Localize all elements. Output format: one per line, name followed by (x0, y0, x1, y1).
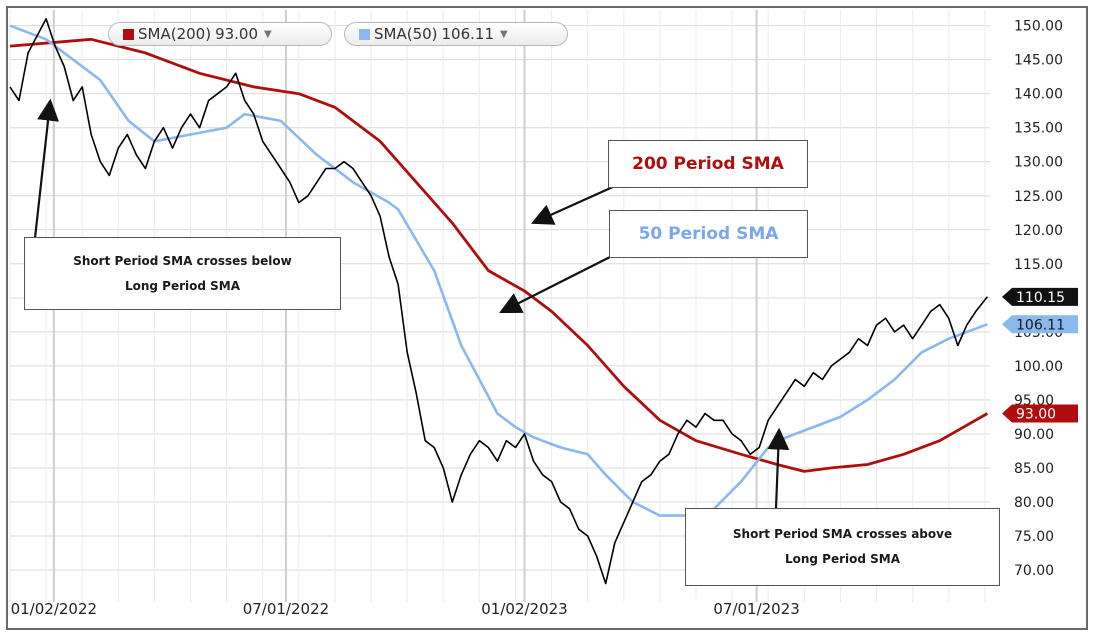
x-tick-label: 07/01/2022 (243, 600, 329, 618)
series-line-sma-50- (9, 24, 988, 517)
price-tag-last (1002, 287, 1078, 306)
arrow-50-sma (499, 255, 613, 313)
x-tick-label: 07/01/2023 (713, 600, 799, 618)
legend-sma50[interactable]: SMA(50) 106.11 ▼ (344, 22, 568, 46)
price-tags: 93.00 106.11 110.15 (1002, 287, 1078, 423)
sma50-swatch (359, 28, 370, 40)
x-axis: 01/02/2022 07/01/2022 01/02/2023 07/01/2023 (11, 600, 800, 618)
legend-sma50-label: SMA(50) (374, 25, 438, 43)
price-tag-sma200 (1002, 404, 1078, 423)
legend-sma200-label: SMA(200) (138, 25, 212, 43)
price-tag-sma50-label: 106.11 (1016, 317, 1065, 333)
series-layer (9, 17, 989, 585)
callout-cross-below: Short Period SMA crosses below Long Peri… (24, 237, 341, 310)
y-tick-label: 75.00 (1014, 529, 1054, 545)
y-tick-label: 130.00 (1014, 155, 1063, 171)
y-tick-label: 85.00 (1014, 461, 1054, 477)
y-tick-label: 70.00 (1014, 563, 1054, 579)
callout-cross-above: Short Period SMA crosses above Long Peri… (685, 508, 1000, 586)
label-50-period-sma: 50 Period SMA (609, 210, 808, 258)
callout-cross-below-line1: Short Period SMA crosses below (73, 253, 292, 268)
y-tick-label: 125.00 (1014, 189, 1063, 205)
callout-cross-above-line1: Short Period SMA crosses above (732, 527, 953, 541)
x-tick-label: 01/02/2023 (481, 600, 567, 618)
legend-sma200-value: 93.00 (215, 25, 259, 43)
arrow-cross-above (767, 427, 790, 509)
callout-cross-below-line2: Long Period SMA (124, 278, 241, 293)
label-200-period-sma: 200 Period SMA (608, 140, 808, 188)
legend-sma50-value: 106.11 (441, 25, 495, 43)
sma200-swatch (123, 28, 134, 40)
arrow-200-sma (530, 184, 616, 225)
price-tag-sma200-label: 93.00 (1016, 407, 1056, 423)
chevron-down-icon[interactable]: ▼ (264, 28, 272, 40)
price-tag-sma50 (1002, 315, 1078, 334)
arrow-cross-below (33, 98, 59, 239)
series-line-price (9, 17, 989, 585)
legend-sma200[interactable]: SMA(200) 93.00 ▼ (108, 22, 332, 46)
y-tick-label: 140.00 (1014, 87, 1063, 103)
y-tick-label: 90.00 (1014, 427, 1054, 443)
series-line-sma-200- (9, 37, 989, 473)
y-tick-label: 100.00 (1014, 359, 1063, 375)
y-tick-label: 120.00 (1014, 223, 1063, 239)
y-tick-label: 115.00 (1014, 257, 1063, 273)
price-tag-last-label: 110.15 (1016, 290, 1065, 306)
x-tick-label: 01/02/2022 (11, 600, 97, 618)
chevron-down-icon[interactable]: ▼ (500, 28, 508, 40)
arrows-layer (33, 98, 790, 509)
y-tick-label: 145.00 (1014, 53, 1063, 69)
callout-cross-above-line2: Long Period SMA (784, 552, 901, 566)
y-tick-label: 80.00 (1014, 495, 1054, 511)
y-tick-label: 150.00 (1014, 19, 1063, 35)
y-tick-label: 135.00 (1014, 121, 1063, 137)
